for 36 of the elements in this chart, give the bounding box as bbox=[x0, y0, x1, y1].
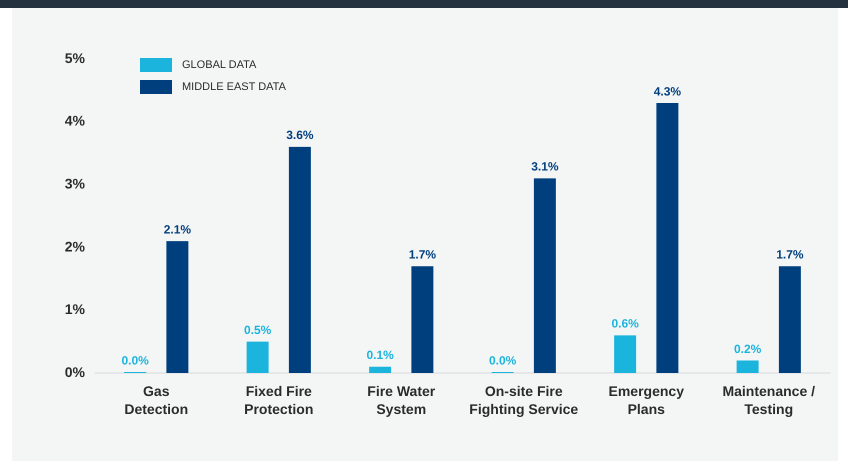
x-tick-label: Fixed Fire Protection bbox=[244, 382, 314, 418]
data-label: 0.5% bbox=[244, 322, 272, 337]
bar bbox=[656, 102, 678, 373]
x-tick-label: Maintenance / Testing bbox=[722, 382, 816, 418]
data-label: 3.1% bbox=[531, 160, 559, 174]
x-tick-label: Fire Water System bbox=[367, 382, 436, 418]
x-tick-label: Emergency Plans bbox=[608, 382, 684, 418]
bar bbox=[736, 360, 759, 373]
data-label: 0.0% bbox=[121, 353, 150, 368]
x-tick-label: Gas Detection bbox=[124, 382, 188, 418]
data-label: 0.0% bbox=[488, 353, 517, 368]
data-label: 4.3% bbox=[654, 84, 682, 98]
data-label: 0.1% bbox=[366, 348, 394, 362]
bar bbox=[166, 241, 188, 373]
bar bbox=[778, 266, 801, 373]
bar bbox=[534, 178, 556, 373]
bar bbox=[369, 366, 392, 373]
y-tick-label: 2% bbox=[64, 238, 86, 254]
y-tick-label: 4% bbox=[64, 112, 86, 129]
data-label: 3.6% bbox=[286, 128, 314, 142]
data-label: 1.7% bbox=[408, 248, 436, 262]
data-label: 1.7% bbox=[776, 248, 804, 262]
data-label: 0.6% bbox=[611, 316, 640, 331]
y-tick-label: 1% bbox=[64, 301, 86, 318]
bar bbox=[411, 266, 434, 373]
data-label: 0.2% bbox=[734, 342, 762, 356]
bar bbox=[614, 335, 636, 373]
x-tick-label: On-site Fire Fighting Service bbox=[469, 382, 578, 418]
y-tick-label: 3% bbox=[64, 175, 86, 192]
legend-label: GLOBAL DATA bbox=[182, 59, 256, 71]
y-tick-label: 0% bbox=[64, 364, 86, 380]
bar bbox=[246, 342, 269, 373]
legend-label: MIDDLE EAST DATA bbox=[182, 81, 286, 93]
data-label: 2.1% bbox=[164, 222, 192, 236]
y-tick-label: 5% bbox=[64, 50, 86, 66]
bar bbox=[288, 146, 311, 373]
